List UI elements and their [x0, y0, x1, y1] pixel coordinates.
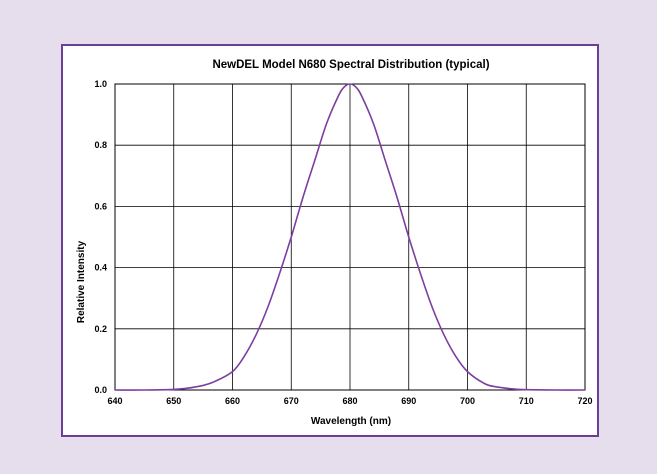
x-tick-label: 700: [460, 396, 475, 406]
x-tick-label: 660: [225, 396, 240, 406]
y-axis-label: Relative Intensity: [76, 240, 87, 323]
x-tick-label: 640: [107, 396, 122, 406]
chart-svg: NewDEL Model N680 Spectral Distribution …: [76, 59, 593, 427]
x-tick-label: 680: [342, 396, 357, 406]
x-tick-label: 670: [284, 396, 299, 406]
x-tick-label: 710: [519, 396, 534, 406]
x-tick-label: 720: [577, 396, 592, 406]
y-tick-label: 0.4: [94, 263, 107, 273]
series-line-0: [114, 83, 586, 391]
x-axis-label: Wavelength (nm): [311, 416, 391, 427]
tick-layer: 640 650 660 670 680 690 700 710 720 0.0 0.2 0.4 0.6 0…: [94, 79, 592, 406]
x-tick-label: 650: [166, 396, 181, 406]
y-tick-label: 0.8: [94, 140, 107, 150]
grid-layer: [114, 83, 586, 391]
y-tick-label: 0.2: [94, 324, 107, 334]
x-tick-label: 690: [401, 396, 416, 406]
y-tick-label: 0.6: [94, 201, 107, 211]
y-tick-label: 1.0: [94, 79, 107, 89]
series-layer: [114, 83, 586, 391]
y-tick-label: 0.0: [94, 385, 107, 395]
chart-frame: NewDEL Model N680 Spectral Distribution …: [61, 44, 599, 437]
chart-title: NewDEL Model N680 Spectral Distribution …: [212, 59, 489, 71]
